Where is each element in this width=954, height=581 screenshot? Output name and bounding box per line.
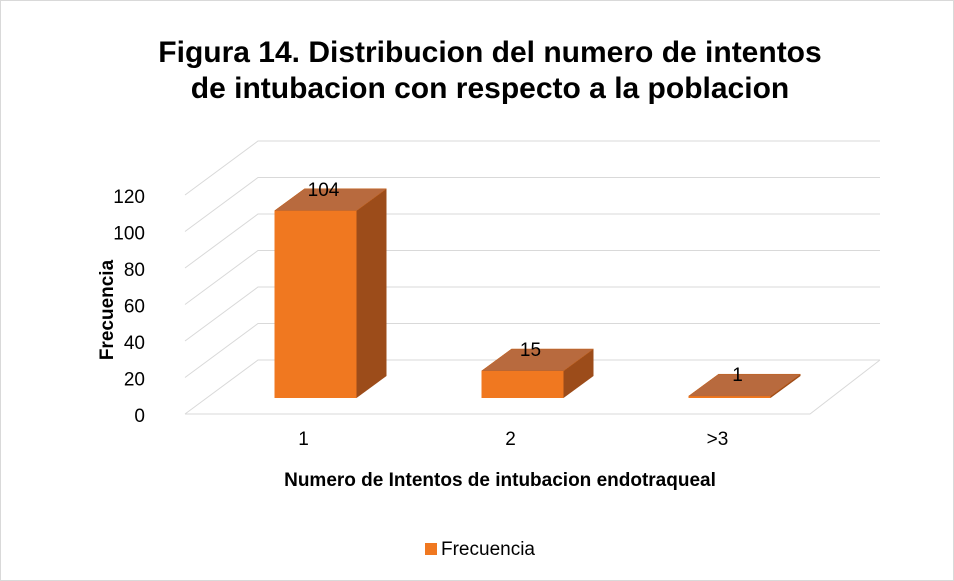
y-tick-label: 40 [124,333,145,354]
y-tick-label: 20 [124,370,145,391]
y-axis-label: Frecuencia [97,259,118,360]
grid-line [184,286,880,342]
grid-line [184,359,880,415]
y-tick-label: 0 [134,406,145,427]
bar-side [770,374,801,398]
y-tick-label: 80 [124,260,145,281]
grid-line [184,250,880,305]
floor-edge [185,359,881,415]
grid-line [184,323,880,378]
grid-line [184,140,880,196]
legend-swatch [425,543,437,555]
y-tick-label: 100 [113,224,145,245]
x-tick-label: >3 [707,429,729,450]
legend-label: Frecuencia [441,539,535,560]
bar [480,348,595,398]
bar-side [356,188,387,398]
x-tick-label: 2 [505,429,516,450]
data-label: 1 [732,365,743,386]
x-axis-label: Numero de Intentos de intubacion endotra… [284,470,716,491]
y-tick-label: 120 [113,187,145,208]
bar-front [481,371,564,398]
data-label: 15 [520,340,541,361]
bar-front [688,396,771,398]
grid-line [184,177,880,232]
y-tick-label: 60 [124,297,145,318]
bar [687,373,802,398]
bar [273,188,388,398]
x-tick-label: 1 [298,429,309,450]
bar-front [274,210,357,398]
bar-side [563,349,594,398]
chart-title: Figura 14. Distribucion del numero de in… [158,36,821,105]
data-label: 104 [308,180,340,201]
grid-line [184,213,880,269]
